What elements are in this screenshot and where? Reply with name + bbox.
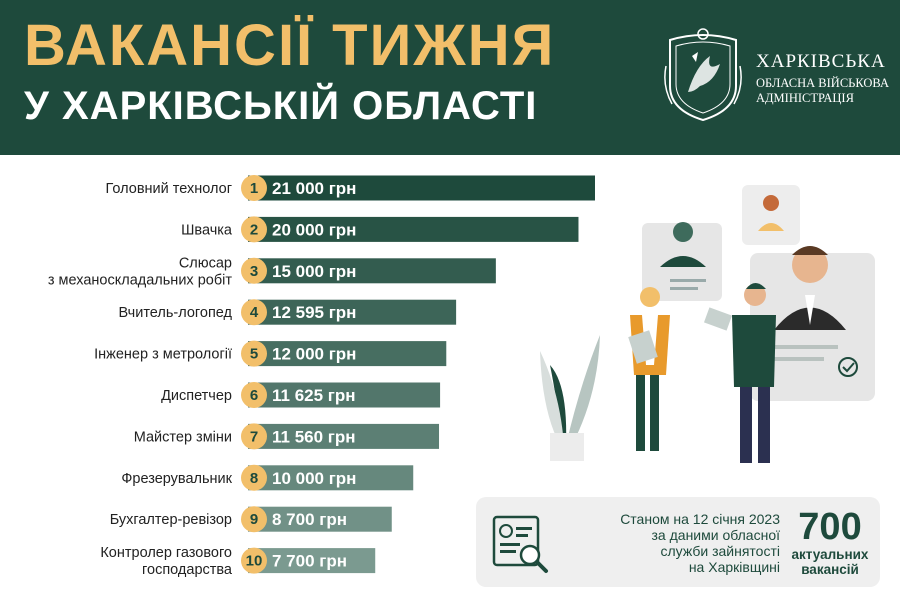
bar — [248, 548, 376, 574]
bar — [248, 341, 447, 367]
org-name-line3: АДМІНІСТРАЦІЯ — [756, 91, 854, 105]
bar — [248, 465, 414, 491]
rank-badge — [241, 175, 267, 201]
summary-line: служби зайнятості — [660, 543, 780, 559]
bar — [248, 175, 595, 201]
bar-value-label: 7 700 грн — [272, 552, 347, 571]
rank-badge — [241, 506, 267, 533]
summary-line: за даними обласної — [651, 527, 780, 543]
category-label: Слюсар — [179, 255, 232, 271]
coat-of-arms-icon — [664, 28, 742, 122]
page-title: ВАКАНСІЇ ТИЖНЯ — [24, 13, 556, 78]
bar — [248, 423, 440, 449]
rank-number: 5 — [250, 346, 258, 363]
vacancy-count-label-1: актуальних — [791, 547, 869, 562]
category-label: Майстер зміни — [134, 429, 232, 445]
bar-value-label: 15 000 грн — [272, 262, 356, 281]
category-label: Бухгалтер-ревізор — [110, 512, 232, 528]
bar — [248, 299, 457, 325]
candidate-card-2 — [742, 185, 800, 245]
bar-value-label: 21 000 грн — [272, 179, 356, 198]
category-label: Інженер з метрології — [94, 347, 232, 363]
vacancy-count-number: 700 — [798, 506, 862, 548]
bar-value-label: 11 625 грн — [272, 386, 356, 405]
org-name: ХАРКІВСЬКА ОБЛАСНА ВІЙСЬКОВА АДМІНІСТРАЦ… — [756, 52, 889, 106]
bar — [248, 382, 441, 408]
bar-value-label: 10 000 грн — [272, 469, 356, 488]
category-label: з механоскладальних робіт — [48, 272, 232, 288]
category-label: Головний технолог — [106, 181, 232, 197]
rank-number: 9 — [250, 511, 258, 528]
rank-number: 2 — [250, 221, 258, 238]
rank-number: 10 — [246, 553, 263, 570]
rank-badge — [241, 547, 267, 574]
rank-badge — [241, 382, 267, 408]
page-subtitle: У ХАРКІВСЬКІЙ ОБЛАСТІ — [24, 84, 538, 128]
category-label: Вчитель-логопед — [118, 305, 232, 321]
bar-value-label: 20 000 грн — [272, 220, 356, 239]
rank-badge — [241, 257, 267, 284]
bar-value-label: 12 595 грн — [272, 303, 356, 322]
org-name-line2: ОБЛАСНА ВІЙСЬКОВА — [756, 76, 889, 90]
rank-number: 1 — [250, 180, 258, 197]
vacancy-count-label-2: вакансій — [801, 562, 859, 577]
document-search-icon — [492, 515, 548, 573]
rank-badge — [241, 464, 267, 491]
summary-line: на Харківщині — [688, 559, 780, 575]
header-banner: ВАКАНСІЇ ТИЖНЯ У ХАРКІВСЬКІЙ ОБЛАСТІ ХАР… — [0, 0, 900, 155]
category-label: Фрезерувальник — [121, 471, 232, 487]
summary-box: Станом на 12 січня 2023 за даними обласн… — [476, 497, 880, 587]
vacancy-count: 700 актуальних вакансій — [782, 507, 878, 577]
vacancy-salary-chart: 1 21 000 грн Головний технолог 2 20 000 грн Ш… — [48, 175, 595, 578]
rank-badge — [241, 216, 267, 243]
rank-number: 6 — [250, 387, 258, 404]
category-label: Швачка — [181, 222, 233, 238]
org-name-line1: ХАРКІВСЬКА — [756, 51, 886, 72]
rank-badge — [241, 423, 267, 450]
category-label: Диспетчер — [161, 388, 232, 404]
category-label: Контролер газового — [100, 545, 232, 561]
rank-badge — [241, 299, 267, 326]
recruitment-illustration — [540, 185, 875, 463]
rank-number: 3 — [250, 263, 258, 280]
bar-value-label: 11 560 грн — [272, 427, 356, 446]
bar — [248, 216, 579, 242]
bar-value-label: 8 700 грн — [272, 510, 347, 529]
rank-number: 8 — [250, 470, 258, 487]
summary-line: Станом на 12 січня 2023 — [620, 511, 780, 527]
bar — [248, 258, 496, 284]
rank-number: 7 — [250, 428, 258, 445]
summary-text: Станом на 12 січня 2023 за даними обласн… — [566, 511, 780, 575]
rank-number: 4 — [250, 304, 259, 321]
bar-value-label: 12 000 грн — [272, 345, 356, 364]
rank-badge — [241, 340, 267, 367]
bar — [248, 506, 392, 532]
category-label: господарства — [142, 562, 233, 578]
